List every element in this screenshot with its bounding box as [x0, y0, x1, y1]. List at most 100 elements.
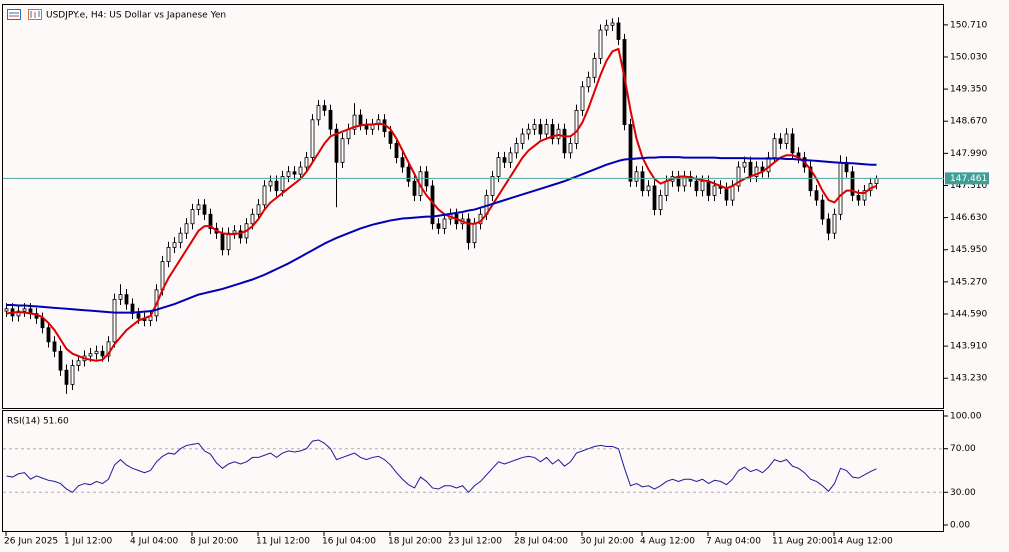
candle-body	[106, 341, 111, 357]
candle-body	[184, 223, 189, 234]
candle-body	[502, 157, 507, 163]
candle-body	[568, 143, 573, 154]
candle-body	[172, 242, 177, 248]
candle-body	[724, 187, 729, 201]
candle-body	[412, 180, 417, 196]
candle-body	[490, 176, 495, 196]
candle-body	[22, 308, 27, 312]
y-tick-label: 30.00	[950, 488, 976, 498]
candle-body	[658, 194, 663, 210]
candle-body	[46, 327, 51, 343]
candle-body	[790, 133, 795, 154]
candle-body	[640, 171, 645, 192]
candle-body	[208, 213, 213, 229]
y-tick-label: 148.670	[950, 117, 987, 127]
candle-body	[268, 180, 273, 187]
candle-body	[64, 369, 69, 385]
x-tick-label: 16 Jul 04:00	[322, 537, 376, 547]
candle-body	[58, 350, 63, 371]
candle-body	[4, 308, 9, 312]
moving-average	[6, 47, 877, 362]
candle-body	[538, 124, 543, 135]
candle-body	[808, 166, 813, 192]
y-tick-label: 70.00	[950, 444, 976, 454]
candle-body	[778, 138, 783, 144]
candle-body	[550, 124, 555, 140]
candle-body	[838, 161, 843, 215]
candle-body	[394, 143, 399, 159]
candle-body	[424, 171, 429, 187]
y-tick-label: 143.910	[950, 342, 987, 352]
candle-body	[532, 124, 537, 130]
candle-body	[76, 360, 81, 366]
candle-body	[202, 204, 207, 215]
candle-body	[442, 218, 447, 229]
candles	[4, 17, 879, 394]
y-tick-label: 145.270	[950, 277, 987, 287]
x-tick-label: 26 Jun 2025	[4, 537, 58, 547]
candle-body	[514, 143, 519, 154]
y-tick-label: 147.310	[950, 181, 987, 191]
candle-body	[604, 24, 609, 31]
x-tick-label: 11 Jul 12:00	[256, 537, 310, 547]
candle-body	[466, 218, 471, 244]
candle-body	[562, 128, 567, 154]
candle-body	[826, 218, 831, 234]
candle-body	[598, 29, 603, 59]
x-tick-label: 8 Jul 20:00	[190, 537, 239, 547]
x-tick-label: 11 Aug 20:00	[772, 537, 833, 547]
candle-body	[616, 22, 621, 40]
x-tick-label: 1 Jul 12:00	[64, 537, 113, 547]
candle-body	[178, 232, 183, 244]
candle-body	[586, 76, 591, 88]
last-price-label: 147.461	[950, 174, 987, 184]
candle-body	[304, 157, 309, 168]
y-tick-label: 146.630	[950, 213, 987, 223]
x-tick-label: 14 Aug 12:00	[832, 537, 893, 547]
candle-body	[88, 353, 93, 357]
candle-body	[814, 190, 819, 201]
candle-body	[742, 161, 747, 168]
x-tick-label: 28 Jul 04:00	[514, 537, 568, 547]
candle-body	[250, 213, 255, 225]
y-tick-label: 150.030	[950, 52, 987, 62]
x-tick-label: 30 Jul 20:00	[580, 537, 634, 547]
candle-body	[700, 180, 705, 192]
candle-body	[856, 194, 861, 201]
candle-body	[316, 105, 321, 121]
candle-body	[112, 298, 117, 343]
rsi-line	[6, 439, 877, 494]
candle-body	[664, 180, 669, 196]
candle-body	[94, 350, 99, 355]
candle-body	[580, 86, 585, 111]
candle-body	[166, 246, 171, 262]
icon	[7, 9, 21, 20]
candle-body	[262, 185, 267, 206]
candle-body	[232, 230, 237, 234]
candle-body	[322, 105, 327, 111]
candle-body	[496, 157, 501, 177]
main-panel	[2, 4, 944, 409]
y-tick-label: 149.350	[950, 85, 987, 95]
candle-body	[850, 171, 855, 196]
candle-body	[520, 133, 525, 144]
candle-body	[70, 365, 75, 385]
moving-average	[6, 156, 877, 314]
candle-body	[706, 180, 711, 196]
candle-body	[280, 176, 285, 192]
candle-body	[196, 204, 201, 210]
candle-body	[862, 190, 867, 201]
candle-body	[748, 161, 753, 177]
candle-body	[508, 152, 513, 163]
candle-body	[574, 109, 579, 144]
x-tick-label: 4 Aug 12:00	[640, 537, 695, 547]
candle-body	[310, 119, 315, 159]
rsi-title: RSI(14) 51.60	[7, 417, 69, 427]
candle-body	[388, 131, 393, 144]
candle-body	[784, 133, 789, 144]
candle-body	[730, 185, 735, 201]
candle-body	[220, 232, 225, 251]
candle-body	[274, 180, 279, 192]
x-tick-label: 4 Jul 04:00	[130, 537, 179, 547]
